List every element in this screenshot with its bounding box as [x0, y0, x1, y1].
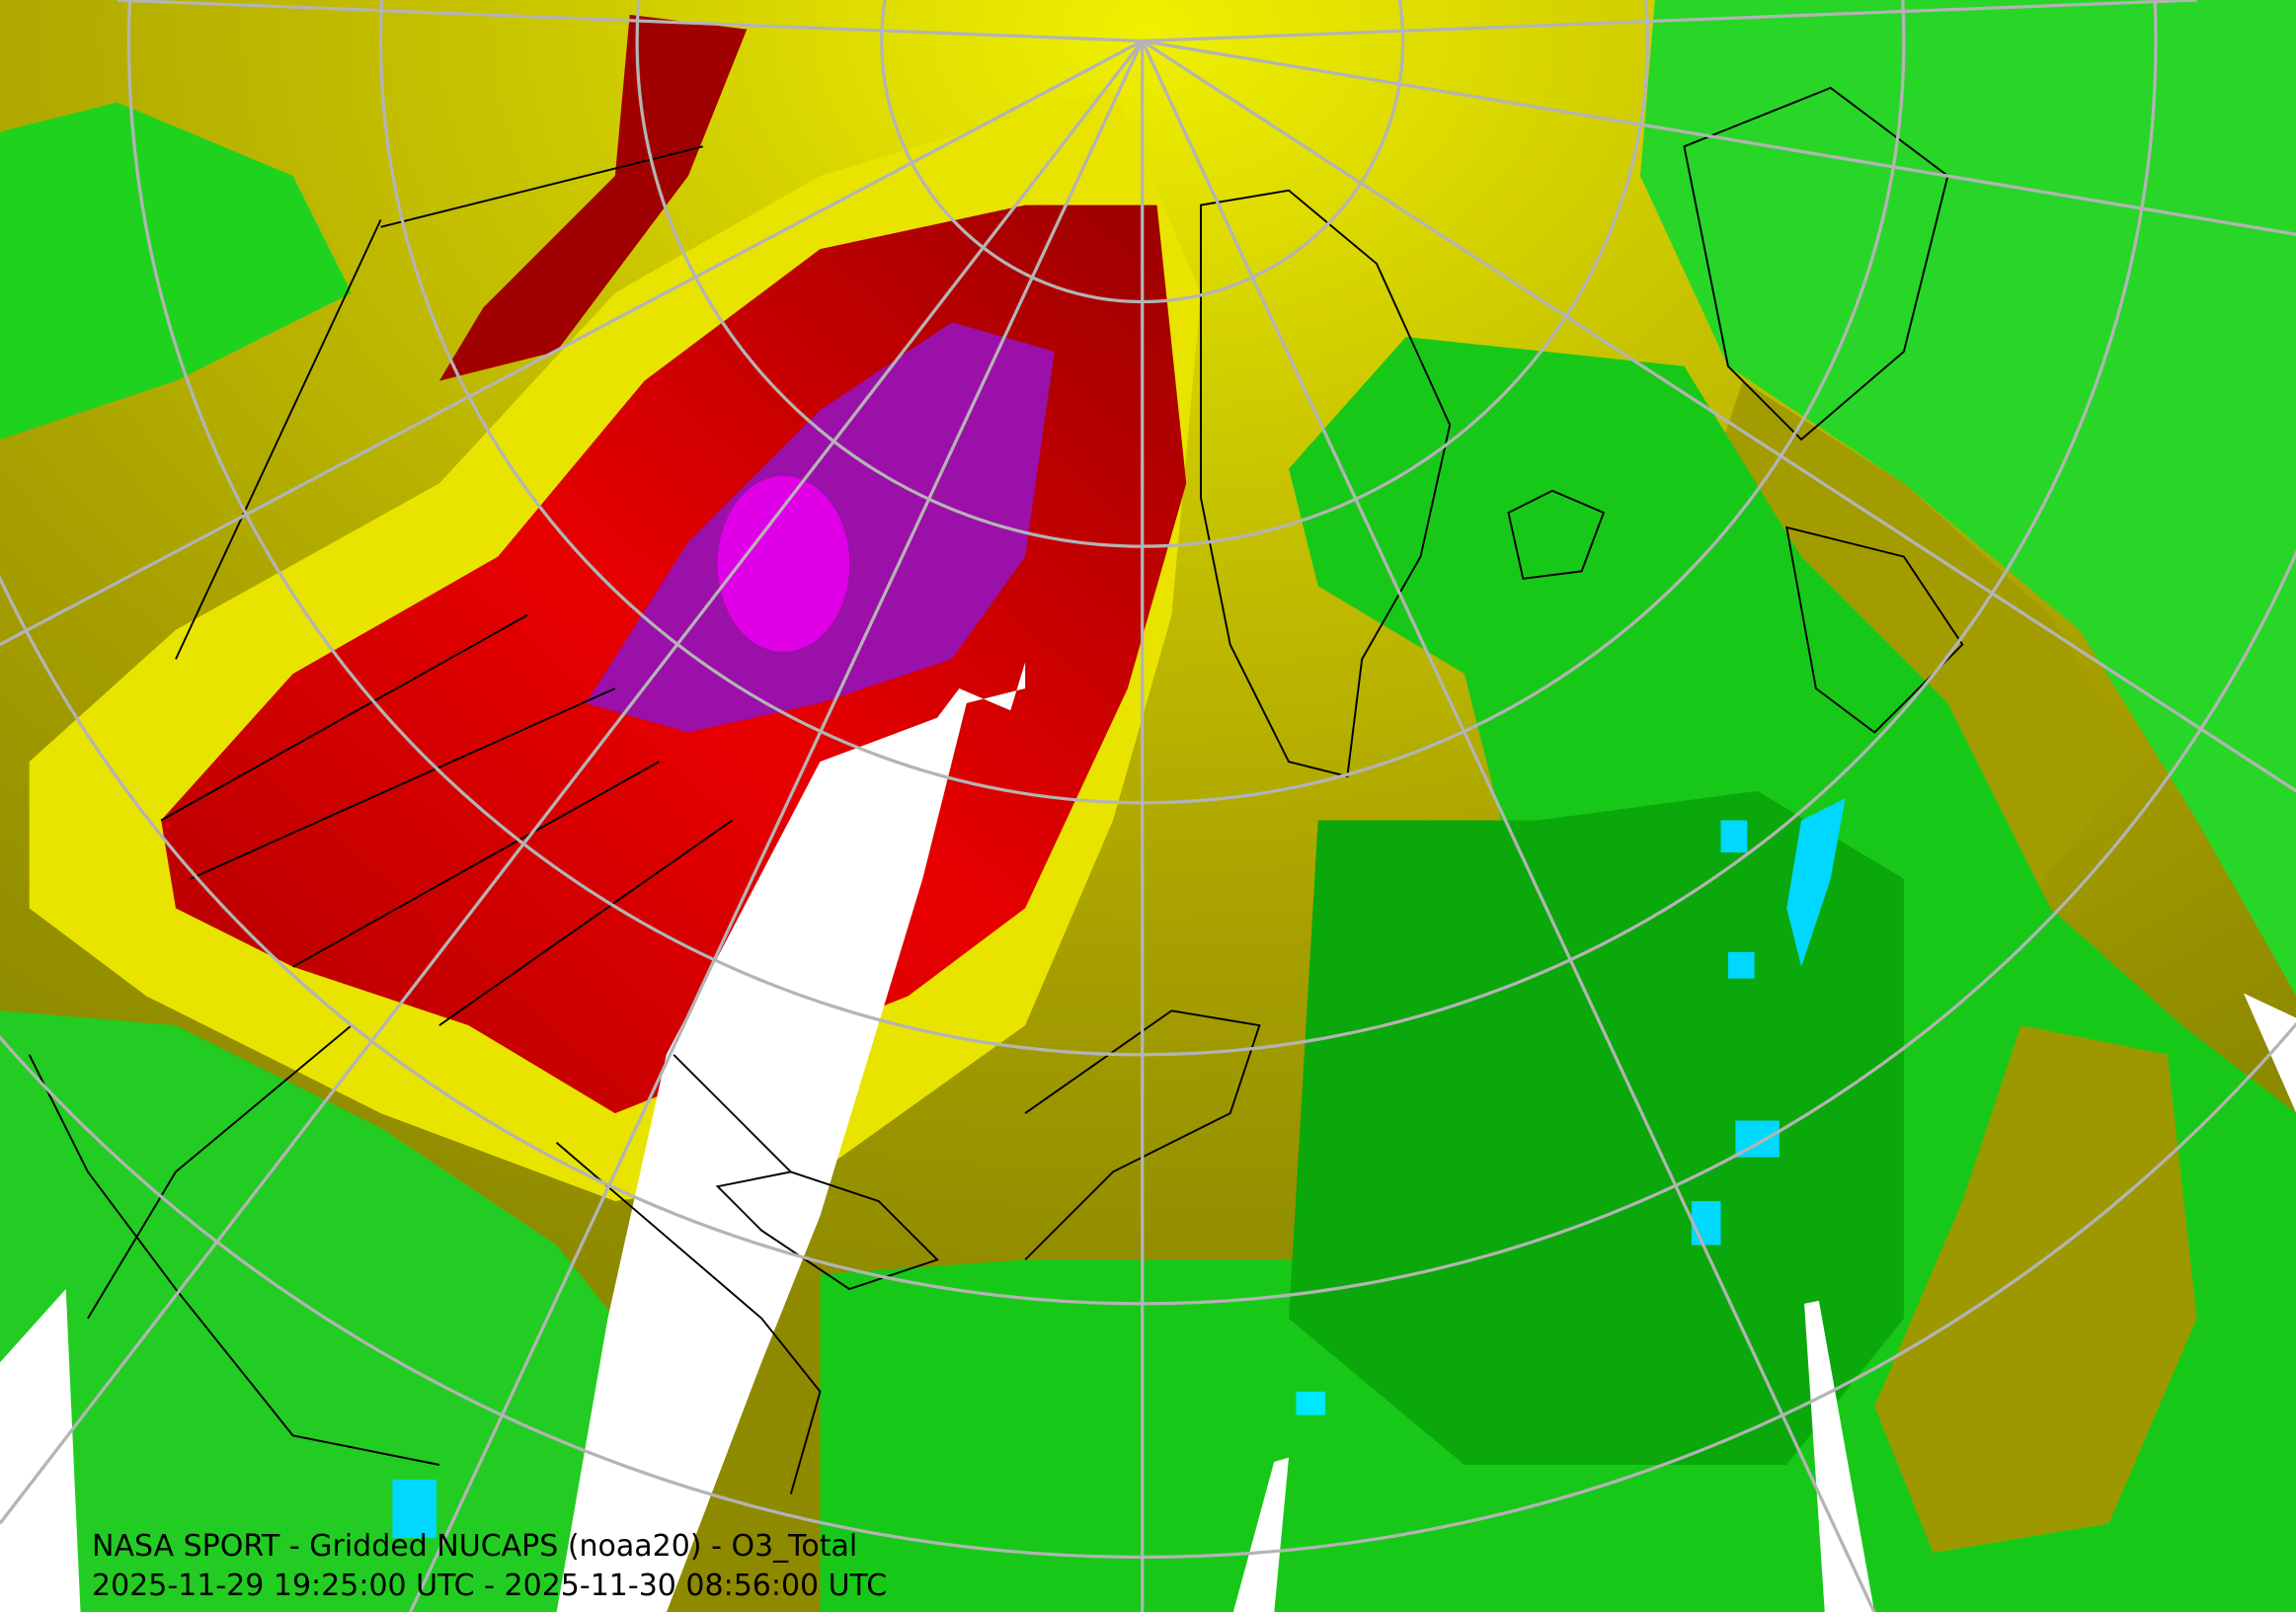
coastline	[1785, 525, 1964, 734]
ozone-field	[1874, 1025, 2197, 1553]
coastline	[1507, 489, 1606, 580]
ozone-field	[1727, 951, 1755, 979]
ozone-field	[1639, 0, 2296, 996]
no-data-swath	[1232, 1457, 1290, 1612]
coastline	[1683, 86, 1949, 442]
ozone-field	[717, 475, 850, 652]
ozone-field	[1296, 1391, 1326, 1415]
ozone-field	[1786, 798, 1846, 967]
coastline	[1024, 1009, 1261, 1261]
coastline	[28, 1024, 822, 1494]
ozone-field	[1684, 380, 2139, 909]
ozone-field	[1691, 1201, 1721, 1246]
ozone-field	[0, 1010, 615, 1612]
ozone-field	[0, 102, 352, 440]
ozone-field	[1720, 820, 1748, 853]
coastline	[715, 1170, 939, 1291]
no-data-swath	[0, 1289, 81, 1612]
boundary	[160, 145, 734, 1026]
caption-time: 2025-11-29 19:25:00 UTC - 2025-11-30 08:…	[92, 1569, 887, 1603]
no-data-swath	[1804, 1300, 1875, 1612]
caption-title: NASA SPORT - Gridded NUCAPS (noaa20) - O…	[92, 1529, 857, 1564]
no-data-swath	[556, 662, 1026, 1612]
coastline	[1200, 189, 1452, 778]
ozone-field	[392, 1479, 436, 1539]
